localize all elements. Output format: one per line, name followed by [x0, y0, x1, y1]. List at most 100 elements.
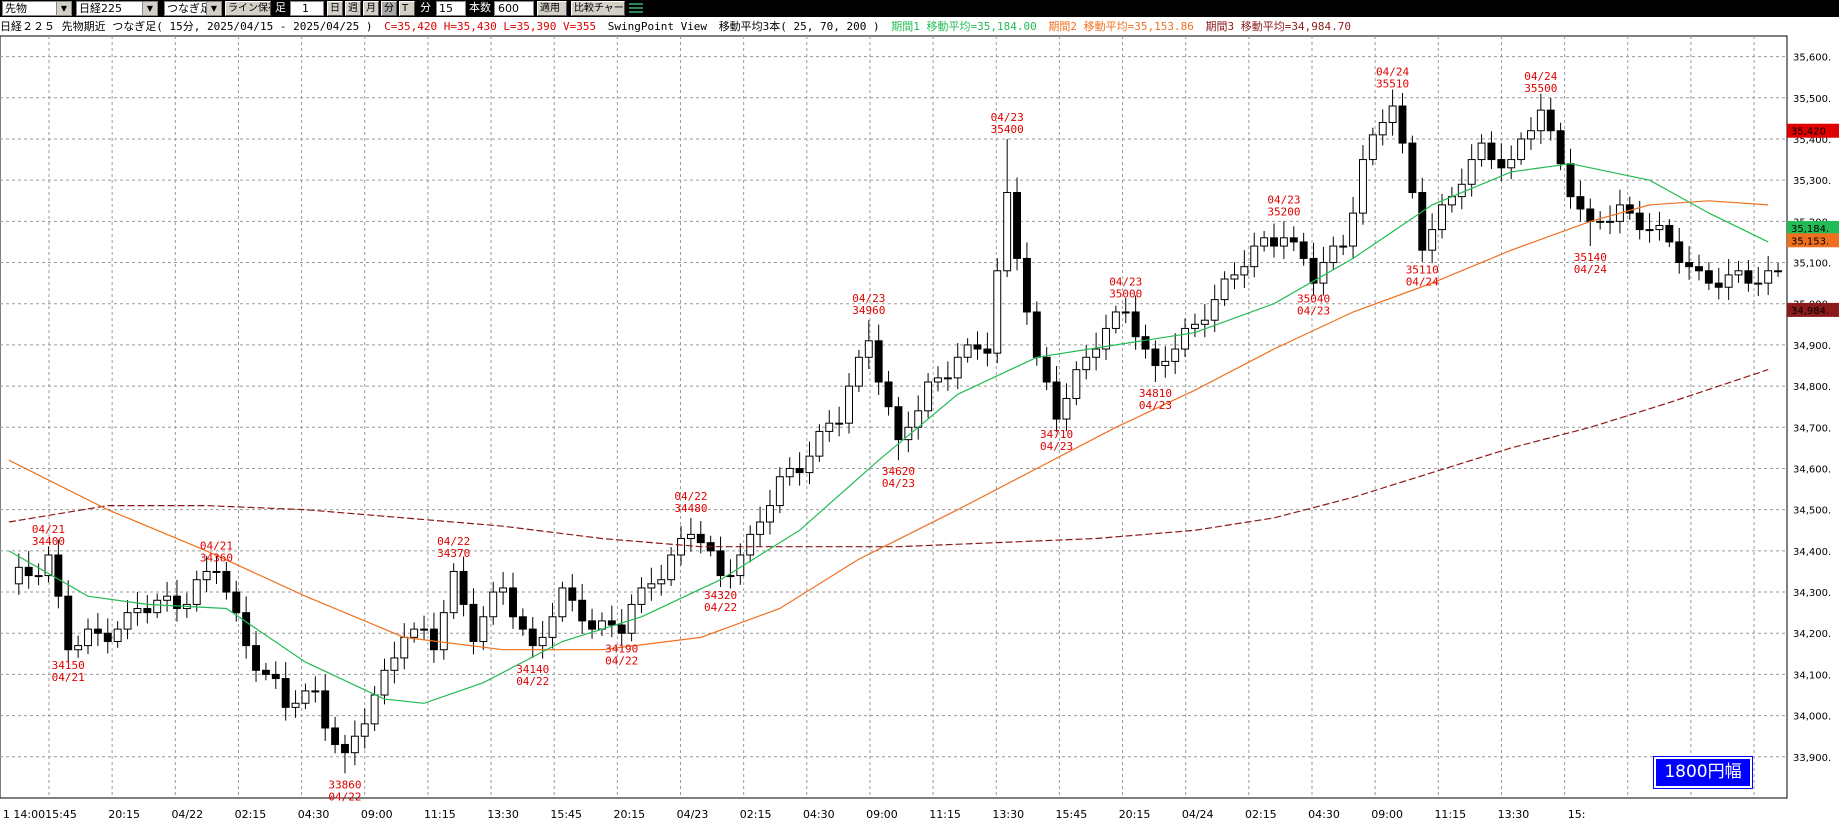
candle-bullish — [1003, 192, 1012, 272]
swing-high-value: 34960 — [852, 304, 885, 317]
y-tick-label: 34,800. — [1793, 382, 1831, 393]
y-tick-label: 35,100. — [1793, 259, 1831, 270]
period-minute-button[interactable]: 分 — [381, 1, 397, 16]
ma200-price-tag-bg — [1787, 302, 1839, 317]
ashi-label: 足 — [275, 1, 286, 14]
candle-bullish — [370, 694, 379, 725]
y-tick-label: 34,400. — [1793, 547, 1831, 558]
candle-bearish — [1131, 311, 1140, 338]
swing-low-value: 35040 — [1297, 292, 1330, 305]
candle-bullish — [1092, 348, 1101, 358]
swing-low-date: 04/21 — [52, 671, 85, 684]
candle-bullish — [854, 356, 863, 387]
candle-bullish — [153, 599, 162, 614]
candle-bullish — [825, 422, 834, 432]
candle-bearish — [1685, 262, 1694, 268]
swing-low-value: 34710 — [1040, 428, 1073, 441]
candle-bearish — [1141, 336, 1150, 350]
candle-bullish — [1161, 360, 1170, 367]
candle-bearish — [1289, 237, 1298, 243]
chart-settings-icon[interactable] — [628, 1, 644, 16]
candle-bearish — [242, 612, 251, 647]
candle-bullish — [1536, 109, 1545, 132]
chevron-down-icon: ▼ — [206, 2, 221, 15]
candle-bearish — [261, 669, 270, 675]
candle-bearish — [429, 628, 438, 651]
y-tick-label: 34,300. — [1793, 588, 1831, 599]
candle-bullish — [1190, 323, 1199, 329]
candle-bullish — [380, 669, 389, 696]
candle-bearish — [103, 632, 112, 642]
toolbar: 先物▼ 日経225▼ つなぎ足▼ ライン保存 足 1 日 週 月 分 T 分 1… — [0, 0, 1839, 17]
y-tick-label: 34,500. — [1793, 506, 1831, 517]
swing-high-value: 35500 — [1524, 82, 1557, 95]
candle-bullish — [1319, 262, 1328, 284]
period-tick-button[interactable]: T — [399, 1, 415, 16]
candle-bearish — [528, 628, 537, 647]
candle-bullish — [1121, 311, 1130, 314]
candle-bullish — [686, 533, 695, 540]
market-select[interactable]: 先物 ▼ — [2, 1, 72, 16]
swing-low-value: 34190 — [605, 642, 638, 655]
compare-chart-button[interactable]: 比較チャート — [571, 1, 625, 16]
period-week-button[interactable]: 週 — [345, 1, 361, 16]
ashi-input[interactable]: 1 — [290, 1, 324, 16]
apply-button[interactable]: 適用 — [537, 1, 567, 16]
candle-bearish — [1398, 105, 1407, 144]
candle-bullish — [1606, 220, 1615, 223]
candle-bearish — [696, 533, 705, 544]
minute-input[interactable]: 15 — [436, 1, 466, 16]
ma25-price-tag-bg — [1787, 220, 1839, 235]
candle-bearish — [1695, 266, 1703, 272]
candle-bearish — [1744, 270, 1753, 284]
x-tick-label: 09:00 — [866, 808, 898, 821]
count-label: 本数 — [469, 1, 491, 14]
count-input[interactable]: 600 — [494, 1, 534, 16]
candle-bearish — [973, 344, 982, 350]
period-day-button[interactable]: 日 — [327, 1, 343, 16]
type-select[interactable]: つなぎ足 ▼ — [164, 1, 222, 16]
candle-bullish — [1754, 282, 1763, 285]
swing-high-value: 34400 — [32, 535, 65, 548]
candle-bullish — [1645, 229, 1654, 232]
candle-bullish — [1467, 159, 1476, 185]
candle-bullish — [84, 628, 92, 647]
candle-bearish — [716, 550, 725, 577]
candle-bearish — [1032, 311, 1041, 358]
candle-bearish — [1586, 208, 1595, 222]
candle-bearish — [54, 554, 63, 597]
swing-low-date: 04/23 — [1297, 304, 1330, 317]
candle-bullish — [1220, 278, 1229, 301]
candle-bullish — [1210, 299, 1219, 321]
ma70-price-tag-bg — [1787, 233, 1839, 248]
line-save-button[interactable]: ライン保存 — [225, 1, 271, 16]
last-price-tag: 35,420 — [1791, 127, 1826, 138]
index-select[interactable]: 日経225 ▼ — [76, 1, 158, 16]
ohlcv-readout: C=35,420 H=35,430 L=35,390 V=355 — [384, 20, 597, 33]
swing-high-date: 04/24 — [1524, 70, 1557, 83]
candle-bullish — [489, 591, 498, 618]
chart-info-bar: 日経２２５ 先物期近 つなぎ足( 15分, 2025/04/15 - 2025/… — [0, 20, 1839, 34]
candle-bearish — [1408, 142, 1417, 194]
candle-bearish — [617, 624, 626, 634]
candle-bearish — [1714, 282, 1723, 288]
candle-bullish — [1477, 142, 1486, 161]
swing-low-date: 04/23 — [1040, 440, 1073, 453]
period-month-button[interactable]: 月 — [363, 1, 379, 16]
y-tick-label: 34,600. — [1793, 464, 1831, 475]
candle-bullish — [1329, 245, 1338, 264]
candle-bearish — [1497, 159, 1506, 169]
y-tick-label: 35,500. — [1793, 94, 1831, 105]
swing-high-date: 04/23 — [852, 292, 885, 305]
x-tick-label: 02:15 — [740, 808, 772, 821]
candle-bullish — [1774, 270, 1783, 273]
candle-bullish — [1378, 121, 1387, 136]
candle-bullish — [212, 570, 221, 573]
candle-bullish — [291, 702, 300, 708]
candle-bearish — [1151, 348, 1160, 367]
x-tick-label: 13:30 — [992, 808, 1024, 821]
candle-bearish — [64, 595, 73, 651]
candle-bullish — [123, 612, 132, 630]
market-select-value: 先物 — [5, 2, 27, 15]
